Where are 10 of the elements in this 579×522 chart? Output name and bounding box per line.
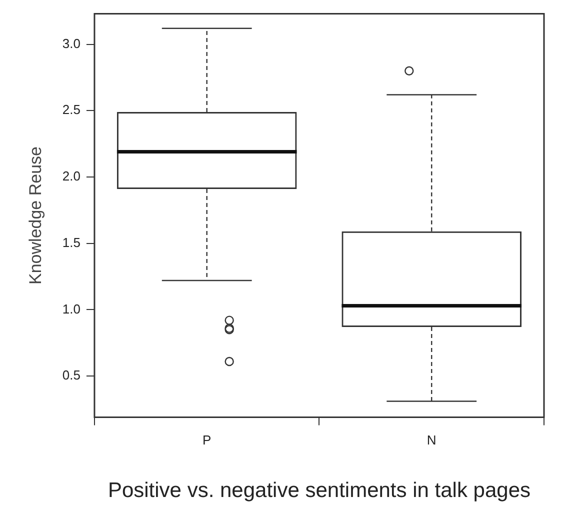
y-tick-label: 3.0 <box>62 36 80 51</box>
y-tick-label: 2.0 <box>62 168 80 184</box>
y-tick-label: 0.5 <box>62 368 80 383</box>
x-axis-title: Positive vs. negative sentiments in talk pages <box>108 479 531 502</box>
y-tick-label: 1.5 <box>62 234 80 250</box>
y-tick-label: 1.0 <box>62 301 80 316</box>
y-axis-title: Knowledge Reuse <box>26 146 45 284</box>
x-tick-label: P <box>202 432 212 448</box>
x-tick-label: N <box>426 432 436 448</box>
y-tick-label: 2.5 <box>62 102 80 118</box>
